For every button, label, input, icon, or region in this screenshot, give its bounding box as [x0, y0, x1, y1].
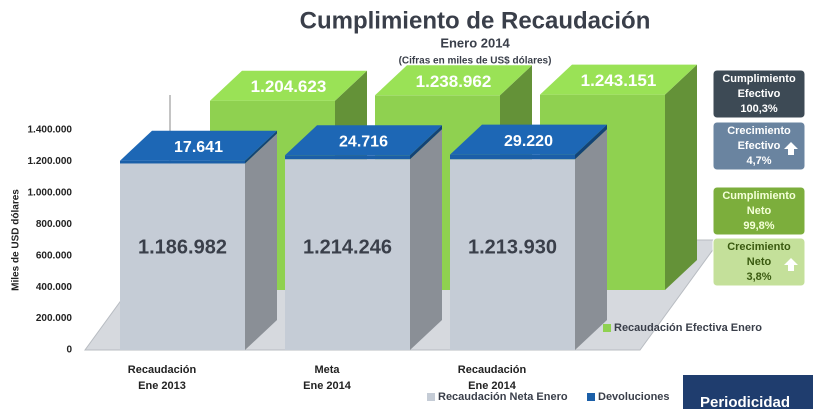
bar	[120, 160, 245, 164]
legend-swatch	[427, 393, 435, 401]
y-tick-label: 1.200.000	[28, 156, 73, 167]
chart-title: Cumplimiento de Recaudación	[300, 7, 651, 34]
kpi-box	[712, 121, 806, 171]
y-tick-label: 1.000.000	[28, 187, 73, 198]
bar	[450, 159, 575, 350]
value-label: 1.238.962	[416, 72, 492, 91]
bar-top	[120, 130, 277, 161]
bar	[285, 155, 410, 160]
kpi-text: 3,8%	[746, 271, 771, 283]
legend-label: Devoluciones	[598, 391, 670, 403]
chart-note: (Cifras en miles de US$ dólares)	[399, 56, 552, 67]
legend-swatch	[603, 324, 611, 332]
y-tick-label: 200.000	[36, 313, 73, 324]
value-label: 1.213.930	[468, 236, 557, 258]
footer-tab	[683, 375, 813, 409]
bar-side	[245, 130, 277, 164]
footer-tab-text: Periodicidad	[700, 394, 790, 409]
kpi-text: 4,7%	[746, 155, 771, 167]
kpi-text: Crecimiento	[727, 241, 791, 253]
x-tick-label: Recaudación Ene 2013	[128, 364, 197, 392]
value-label: 1.243.151	[581, 71, 657, 90]
bar-top	[210, 70, 367, 101]
kpi-text: Cumplimiento	[722, 190, 796, 202]
bar-side	[575, 129, 607, 350]
bars: 1.204.623 1.238.962 1.243.151 1.186.982 17.6…	[120, 64, 697, 350]
bar-side	[575, 124, 607, 160]
value-label: 24.716	[339, 134, 388, 151]
kpi-text: Efectivo	[738, 88, 781, 100]
y-tick-label: 800.000	[36, 219, 73, 230]
kpi-text: Cumplimiento	[722, 73, 796, 85]
kpi-text: 100,3%	[740, 103, 778, 115]
bar-top	[285, 125, 442, 156]
x-tick-label: Meta Ene 2014	[303, 364, 352, 392]
x-tick-label: Recaudación Ene 2014	[458, 364, 527, 392]
kpi-text: Neto	[747, 256, 772, 268]
y-tick-label: 600.000	[36, 250, 73, 261]
bar-side	[410, 129, 442, 350]
legend-label: Recaudación Efectiva Enero	[614, 322, 762, 334]
y-tick-label: 400.000	[36, 282, 73, 293]
bar-side	[245, 133, 277, 350]
value-label: 17.641	[174, 139, 223, 156]
value-label: 1.214.246	[303, 236, 392, 258]
bar	[285, 159, 410, 350]
value-label: 29.220	[504, 133, 553, 150]
bar-side	[665, 64, 697, 290]
y-tick-label: 1.400.000	[28, 125, 73, 136]
kpi-text: 99,8%	[743, 220, 774, 232]
legend-label: Recaudación Neta Enero	[438, 391, 568, 403]
bar-top	[375, 65, 532, 96]
kpi-arrow	[784, 142, 798, 155]
kpi-box	[712, 186, 806, 236]
bar-top	[450, 124, 607, 155]
kpi-box	[712, 69, 806, 119]
kpi-text: Crecimiento	[727, 125, 791, 137]
bar-side	[410, 125, 442, 160]
value-label: 1.186.982	[138, 236, 227, 258]
chart-subtitle: Enero 2014	[440, 35, 510, 50]
value-label: 1.204.623	[251, 77, 327, 96]
kpi-text: Neto	[747, 205, 772, 217]
legend-swatch	[587, 393, 595, 401]
kpi-arrow	[784, 258, 798, 271]
y-tick-label: 0	[66, 345, 72, 356]
bar	[120, 163, 245, 350]
kpi-box	[712, 237, 806, 287]
bar-top	[540, 64, 697, 95]
kpi-text: Efectivo	[738, 140, 781, 152]
y-axis-label: Miles de USD dólares	[11, 189, 22, 291]
bar	[450, 154, 575, 160]
